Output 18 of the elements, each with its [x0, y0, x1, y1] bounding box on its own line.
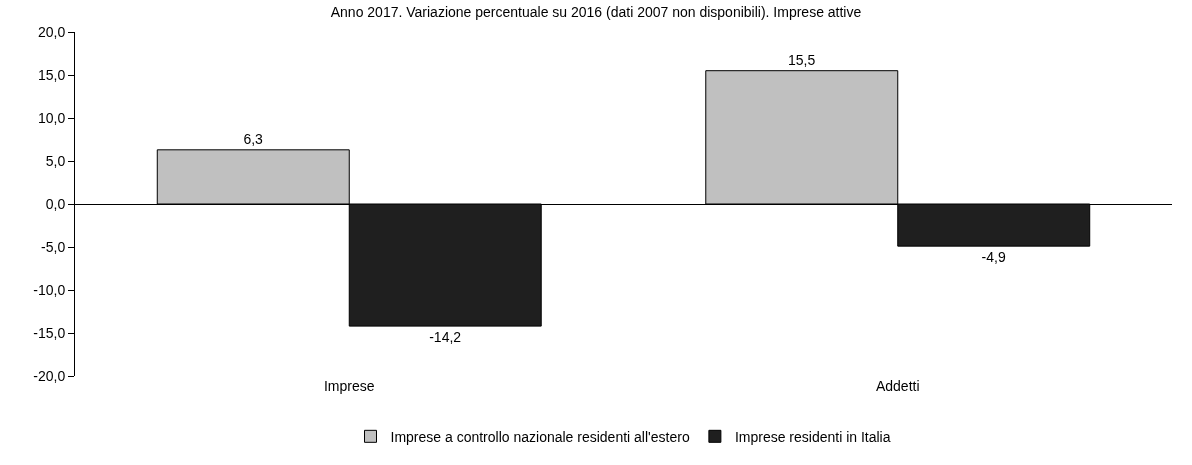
data-label: 15,5 — [788, 51, 816, 68]
data-label: -14,2 — [429, 329, 462, 346]
x-tick-label: Imprese — [323, 378, 375, 394]
chart-title: Anno 2017. Variazione percentuale su 2016 (dati 2007 non disponibili). Imprese attive — [330, 3, 862, 20]
legend-label: Imprese a controllo nazionale residenti all'estero — [390, 428, 690, 445]
y-tick-label: -15,0 — [33, 324, 66, 341]
legend-label: Imprese residenti in Italia — [734, 428, 891, 445]
data-label: 6,3 — [243, 130, 264, 147]
y-tick-label: 5,0 — [45, 152, 66, 169]
y-tick-label: 20,0 — [37, 23, 66, 40]
y-tick-label: -10,0 — [33, 281, 66, 298]
y-tick-label: 15,0 — [37, 66, 66, 83]
data-label: -4,9 — [981, 249, 1006, 266]
y-tick-label: 10,0 — [37, 109, 66, 126]
y-tick-label: -20,0 — [33, 367, 66, 384]
x-tick-label: Addetti — [875, 378, 920, 394]
y-tick-label: -5,0 — [41, 238, 66, 255]
y-tick-label: 0,0 — [45, 195, 66, 212]
